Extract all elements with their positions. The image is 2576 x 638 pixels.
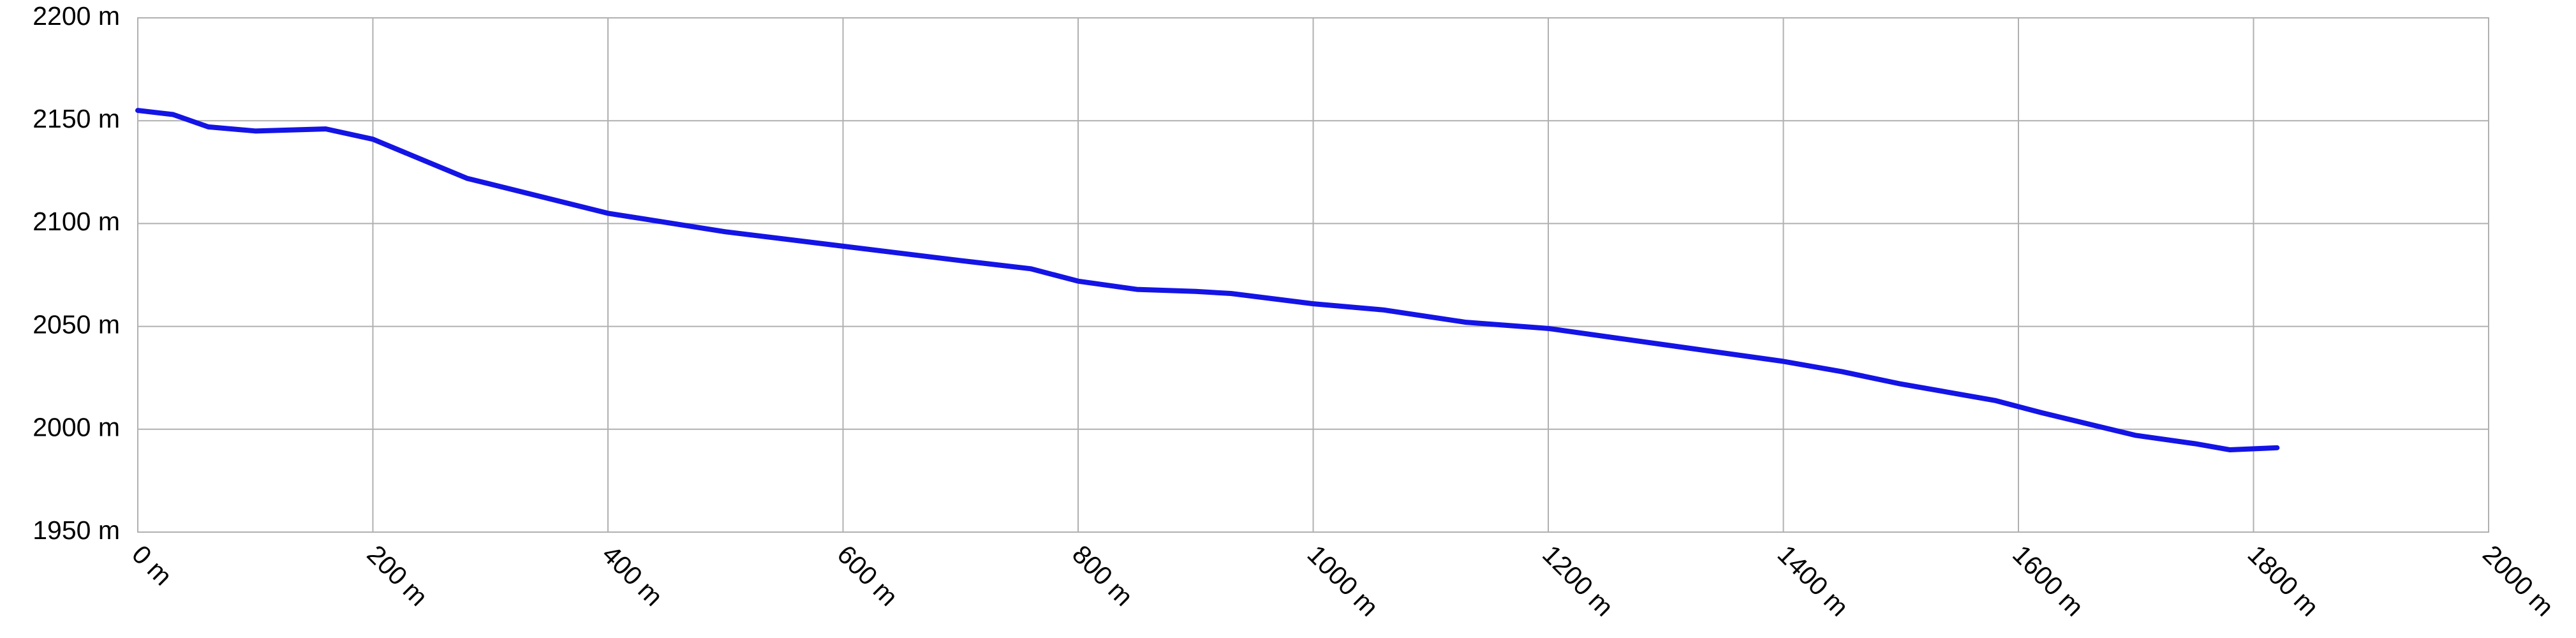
x-tick-label: 1600 m bbox=[2007, 539, 2089, 621]
y-tick-label: 2100 m bbox=[33, 207, 120, 236]
x-tick-label: 200 m bbox=[361, 539, 433, 611]
x-tick-label: 1400 m bbox=[1772, 539, 1854, 621]
y-tick-label: 1950 m bbox=[33, 516, 120, 545]
x-tick-label: 600 m bbox=[831, 539, 903, 611]
y-tick-label: 2050 m bbox=[33, 309, 120, 339]
x-tick-label: 800 m bbox=[1067, 539, 1139, 611]
x-tick-label: 1000 m bbox=[1301, 539, 1384, 621]
y-tick-label: 2150 m bbox=[33, 104, 120, 133]
elevation-line bbox=[135, 108, 2280, 453]
y-tick-label: 2200 m bbox=[33, 1, 120, 31]
x-tick-label: 0 m bbox=[126, 539, 178, 591]
x-tick-label: 2000 m bbox=[2477, 539, 2559, 621]
x-tick-label: 400 m bbox=[596, 539, 669, 611]
x-tick-label: 1800 m bbox=[2242, 539, 2324, 621]
y-tick-label: 2000 m bbox=[33, 413, 120, 442]
x-tick-label: 1200 m bbox=[1537, 539, 1619, 621]
